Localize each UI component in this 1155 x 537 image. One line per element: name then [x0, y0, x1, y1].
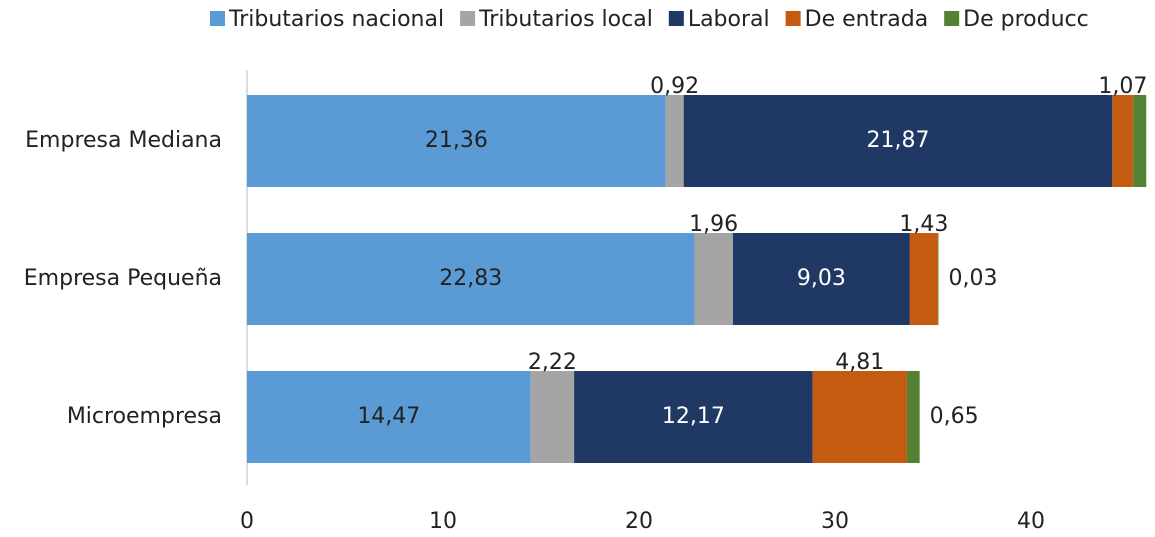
bar-segment	[812, 371, 907, 463]
bar-segment	[1112, 95, 1134, 187]
value-label: 2,22	[528, 350, 577, 375]
legend-swatch	[460, 11, 476, 26]
value-label: 14,47	[357, 404, 420, 429]
legend-label: Laboral	[688, 7, 770, 32]
legend-label: Tributarios nacional	[228, 7, 444, 32]
value-label: 4,81	[835, 350, 884, 375]
bar-segment	[683, 95, 1113, 187]
bar-segment	[1133, 95, 1147, 187]
x-tick-label: 0	[240, 509, 254, 534]
value-label: 1,43	[899, 212, 948, 237]
x-tick-label: 10	[429, 509, 457, 534]
x-tick-label: 40	[1017, 509, 1045, 534]
value-label: 0,65	[930, 404, 979, 429]
legend-label: De entrada	[805, 7, 929, 32]
bar-segment	[247, 95, 666, 187]
bar-segment	[530, 371, 575, 463]
value-label: 0,92	[650, 74, 699, 99]
value-label: 21,87	[867, 128, 930, 153]
legend-swatch	[944, 11, 960, 26]
bar-segment	[247, 371, 531, 463]
value-label: 9,03	[797, 266, 846, 291]
category-label: Microempresa	[67, 404, 222, 429]
legend-label: Tributarios local	[478, 7, 653, 32]
value-label: 22,83	[439, 266, 502, 291]
value-label: 1,96	[689, 212, 738, 237]
x-tick-label: 30	[821, 509, 849, 534]
legend-swatch	[785, 11, 801, 26]
bar-segment	[906, 371, 920, 463]
bar-segment	[937, 233, 939, 325]
legend-swatch	[210, 11, 225, 26]
bar-segment	[694, 233, 733, 325]
category-label: Empresa Pequeña	[24, 266, 222, 291]
value-label: 0,03	[948, 266, 997, 291]
category-label: Empresa Mediana	[25, 128, 222, 153]
bar-segment	[665, 95, 684, 187]
bar-segment	[574, 371, 813, 463]
bar-segment	[247, 233, 695, 325]
x-tick-label: 20	[625, 509, 653, 534]
value-label: 12,17	[662, 404, 725, 429]
value-label: 21,36	[425, 128, 488, 153]
legend-swatch	[668, 11, 684, 26]
legend-label: De producc	[963, 7, 1089, 32]
bar-segment	[909, 233, 938, 325]
value-label: 1,07	[1098, 74, 1147, 99]
bar-segment	[732, 233, 910, 325]
